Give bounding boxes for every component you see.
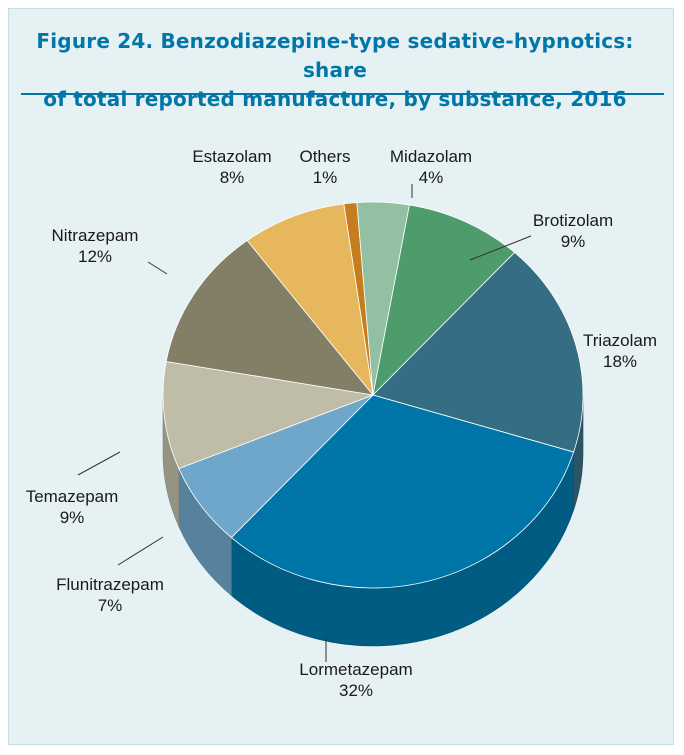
slice-label-name: Estazolam [192, 147, 271, 166]
slice-label-name: Flunitrazepam [56, 575, 164, 594]
pie-slice-temazepam [162, 361, 375, 470]
leader-lines [77, 184, 532, 662]
slice-label-value: 1% [313, 168, 338, 187]
slice-label-others: Others 1% [299, 147, 350, 187]
slice-label-midazolam: Midazolam 4% [390, 147, 472, 187]
slice-label-value: 4% [419, 168, 444, 187]
slice-labels: Others 1% Midazolam 4% Brotizolam 9% Triazolam… [26, 147, 657, 700]
slice-label-value: 7% [98, 596, 123, 615]
slice-label-value: 9% [561, 232, 586, 251]
title-divider [21, 93, 664, 95]
chart-title: Figure 24. Benzodiazepine-type sedative-… [20, 27, 650, 114]
slice-label-name: Triazolam [583, 331, 657, 350]
slice-label-lormetazepam: Lormetazepam 32% [299, 660, 412, 700]
slice-label-flunitrazepam: Flunitrazepam 7% [56, 575, 164, 615]
pie-slice-lormetazepam [230, 394, 575, 589]
slice-label-estazolam: Estazolam 8% [192, 147, 271, 187]
slice-label-value: 18% [603, 352, 637, 371]
slice-label-name: Temazepam [26, 487, 119, 506]
leader-line-temazepam [77, 451, 121, 476]
pie-slice-nitrazepam [165, 239, 374, 396]
leader-line-nitrazepam [147, 261, 168, 275]
slice-label-name: Others [299, 147, 350, 166]
slice-label-brotizolam: Brotizolam 9% [533, 211, 613, 251]
pie-slice-triazolam [372, 251, 584, 453]
pie-slices [162, 201, 584, 589]
slice-label-name: Lormetazepam [299, 660, 412, 679]
slice-label-value: 12% [78, 247, 112, 266]
slice-label-name: Midazolam [390, 147, 472, 166]
slice-label-name: Brotizolam [533, 211, 613, 230]
slice-label-value: 9% [60, 508, 85, 527]
slice-label-value: 32% [339, 681, 373, 700]
pie-slice-brotizolam [372, 204, 516, 397]
slice-label-triazolam: Triazolam 18% [583, 331, 657, 371]
slice-label-temazepam: Temazepam 9% [26, 487, 119, 527]
leader-line-flunitrazepam [117, 536, 164, 566]
pie-slice-estazolam [246, 203, 374, 397]
slice-label-name: Nitrazepam [52, 226, 139, 245]
slice-label-value: 8% [220, 168, 245, 187]
leader-line-brotizolam [469, 235, 532, 261]
chart-title-line-2: of total reported manufacture, by substa… [43, 87, 627, 111]
slice-label-nitrazepam: Nitrazepam 12% [52, 226, 139, 266]
chart-title-line-1: Figure 24. Benzodiazepine-type sedative-… [36, 29, 634, 82]
